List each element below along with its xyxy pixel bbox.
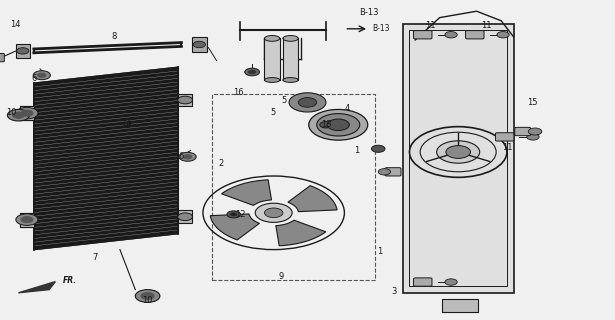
Text: 10: 10 xyxy=(6,108,17,116)
Text: 1: 1 xyxy=(378,247,383,256)
FancyBboxPatch shape xyxy=(192,37,207,52)
Bar xyxy=(264,38,280,80)
Circle shape xyxy=(497,32,509,38)
Circle shape xyxy=(16,214,38,225)
Text: 2: 2 xyxy=(219,159,224,168)
Circle shape xyxy=(378,169,391,175)
Circle shape xyxy=(446,146,470,158)
Bar xyxy=(403,24,514,293)
Polygon shape xyxy=(34,67,178,250)
Text: 14: 14 xyxy=(10,20,21,28)
Circle shape xyxy=(309,109,368,140)
FancyBboxPatch shape xyxy=(20,106,34,120)
FancyBboxPatch shape xyxy=(16,44,30,58)
Circle shape xyxy=(231,213,237,216)
Polygon shape xyxy=(18,282,55,293)
Circle shape xyxy=(445,279,457,285)
Circle shape xyxy=(317,114,360,136)
Text: 13: 13 xyxy=(320,120,331,129)
FancyBboxPatch shape xyxy=(20,212,34,227)
Circle shape xyxy=(178,96,192,104)
Text: 16: 16 xyxy=(233,88,244,97)
Ellipse shape xyxy=(283,78,298,83)
Circle shape xyxy=(327,119,349,131)
Text: 5: 5 xyxy=(271,108,276,116)
Circle shape xyxy=(248,70,256,74)
FancyBboxPatch shape xyxy=(0,53,4,62)
FancyBboxPatch shape xyxy=(413,278,432,286)
Circle shape xyxy=(298,98,317,107)
Circle shape xyxy=(21,216,33,223)
Circle shape xyxy=(245,68,260,76)
Circle shape xyxy=(445,32,457,38)
Text: 8: 8 xyxy=(111,32,116,41)
Circle shape xyxy=(33,71,50,80)
Circle shape xyxy=(527,134,539,140)
FancyBboxPatch shape xyxy=(496,133,514,141)
Text: 4: 4 xyxy=(345,104,350,113)
Ellipse shape xyxy=(264,78,280,83)
Text: 7: 7 xyxy=(93,253,98,262)
Bar xyxy=(442,299,478,312)
Text: 10: 10 xyxy=(142,296,153,305)
Wedge shape xyxy=(288,186,337,212)
Wedge shape xyxy=(210,214,260,240)
Text: 6: 6 xyxy=(179,152,184,161)
Text: 14: 14 xyxy=(121,119,132,128)
Circle shape xyxy=(38,73,46,77)
FancyBboxPatch shape xyxy=(178,94,192,107)
Circle shape xyxy=(179,152,196,161)
Circle shape xyxy=(227,211,240,218)
Text: B-13: B-13 xyxy=(372,24,389,33)
Wedge shape xyxy=(276,220,326,246)
Circle shape xyxy=(141,292,154,300)
Text: 12: 12 xyxy=(234,210,245,219)
Circle shape xyxy=(178,213,192,220)
Circle shape xyxy=(12,112,25,118)
Text: 15: 15 xyxy=(526,98,538,107)
Circle shape xyxy=(193,41,205,48)
Text: 6: 6 xyxy=(31,74,36,83)
Circle shape xyxy=(528,128,542,135)
Bar xyxy=(283,38,298,80)
Text: 3: 3 xyxy=(391,287,396,296)
FancyBboxPatch shape xyxy=(385,168,401,176)
FancyBboxPatch shape xyxy=(466,31,484,39)
Bar xyxy=(212,94,375,280)
Circle shape xyxy=(437,141,480,163)
Circle shape xyxy=(255,203,292,222)
Circle shape xyxy=(320,122,332,128)
Ellipse shape xyxy=(283,36,298,41)
Text: 5: 5 xyxy=(282,96,287,105)
Text: FR.: FR. xyxy=(63,276,77,285)
Bar xyxy=(409,30,507,286)
Wedge shape xyxy=(221,180,271,205)
Circle shape xyxy=(7,109,30,121)
Circle shape xyxy=(264,208,283,218)
Circle shape xyxy=(183,155,192,159)
Circle shape xyxy=(371,145,385,152)
Circle shape xyxy=(17,48,29,54)
FancyBboxPatch shape xyxy=(413,31,432,39)
FancyBboxPatch shape xyxy=(515,127,531,136)
Circle shape xyxy=(16,108,38,119)
Ellipse shape xyxy=(264,36,280,41)
Text: 11: 11 xyxy=(502,143,513,152)
Text: 1: 1 xyxy=(354,146,359,155)
Circle shape xyxy=(289,93,326,112)
Text: B-13: B-13 xyxy=(359,8,379,17)
Text: 11: 11 xyxy=(425,21,436,30)
Text: 11: 11 xyxy=(480,21,491,30)
FancyBboxPatch shape xyxy=(178,210,192,223)
Circle shape xyxy=(135,290,160,302)
Text: 9: 9 xyxy=(279,272,284,281)
Circle shape xyxy=(21,110,33,116)
